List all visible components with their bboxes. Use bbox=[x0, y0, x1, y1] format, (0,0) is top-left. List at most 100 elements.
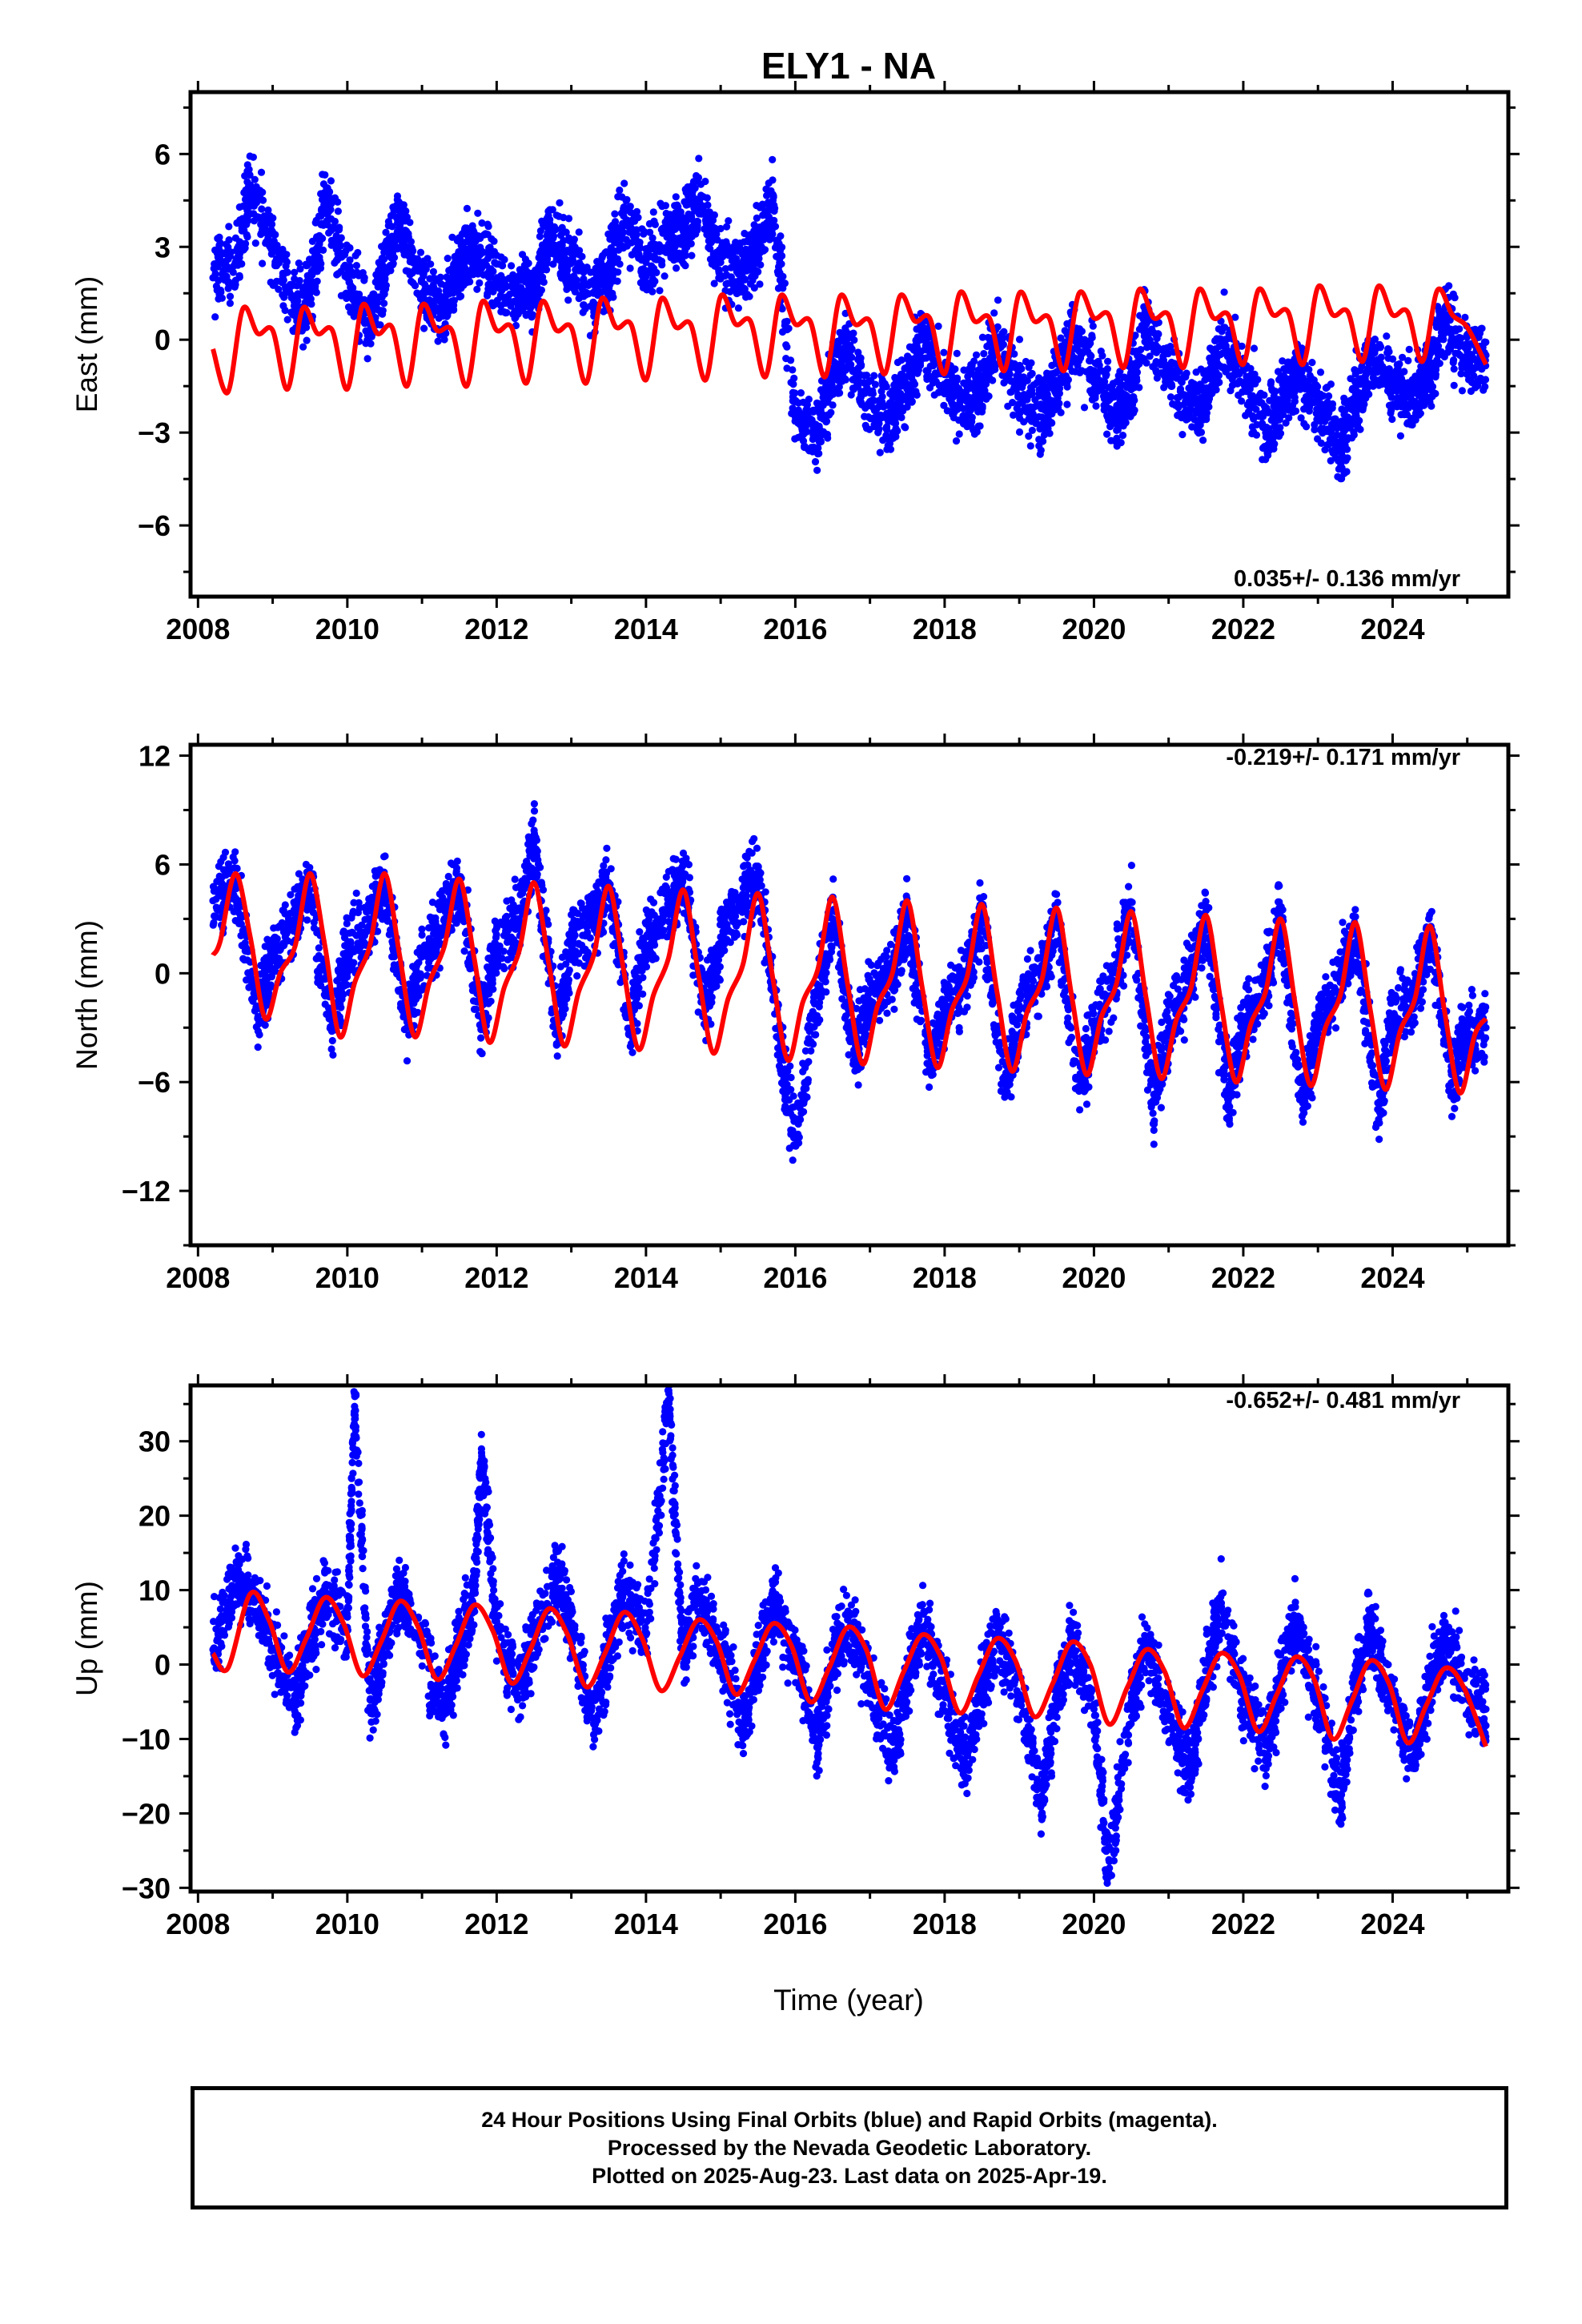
east-position-point bbox=[649, 269, 657, 277]
east-position-point bbox=[480, 271, 488, 279]
east-position-point bbox=[1174, 393, 1182, 401]
east-position-point bbox=[235, 203, 243, 211]
east-position-point bbox=[1015, 336, 1024, 344]
east-position-point bbox=[346, 243, 354, 252]
east-position-point bbox=[739, 283, 747, 292]
east-position-point bbox=[327, 177, 335, 185]
east-position-point bbox=[869, 396, 877, 404]
east-position-point bbox=[325, 229, 333, 237]
east-x-tick-label: 2020 bbox=[1062, 613, 1126, 645]
east-position-point bbox=[967, 360, 975, 369]
east-position-point bbox=[823, 430, 832, 439]
east-position-point bbox=[487, 272, 495, 280]
east-position-point bbox=[1357, 405, 1365, 413]
east-position-point bbox=[836, 328, 844, 336]
east-position-point bbox=[754, 240, 762, 248]
east-position-point bbox=[1193, 425, 1201, 433]
east-position-point bbox=[759, 229, 767, 237]
east-position-point bbox=[1250, 344, 1259, 352]
east-position-point bbox=[1399, 394, 1407, 402]
east-position-point bbox=[1279, 395, 1287, 403]
east-position-point bbox=[440, 336, 448, 344]
east-position-point bbox=[688, 223, 696, 231]
east-position-point bbox=[1297, 414, 1305, 422]
east-position-point bbox=[1401, 409, 1409, 417]
east-position-point bbox=[1227, 348, 1235, 356]
east-position-point bbox=[1054, 385, 1062, 393]
east-position-point bbox=[1355, 379, 1363, 387]
east-position-point bbox=[1037, 446, 1045, 454]
east-position-point bbox=[535, 267, 543, 275]
east-position-point bbox=[1187, 379, 1196, 387]
east-position-point bbox=[543, 259, 552, 267]
east-position-point bbox=[216, 239, 224, 247]
east-position-point bbox=[296, 265, 304, 273]
east-position-point bbox=[765, 179, 773, 187]
east-position-point bbox=[312, 234, 321, 242]
east-position-point bbox=[323, 183, 331, 192]
east-position-point bbox=[251, 185, 259, 193]
east-position-point bbox=[813, 466, 821, 474]
east-position-point bbox=[710, 211, 719, 219]
east-position-point bbox=[350, 309, 358, 317]
east-position-point bbox=[695, 155, 703, 163]
east-position-point bbox=[879, 382, 887, 390]
east-position-point bbox=[1101, 378, 1109, 386]
east-position-point bbox=[552, 225, 560, 234]
east-position-point bbox=[1039, 437, 1047, 445]
east-position-point bbox=[734, 304, 743, 312]
east-position-point bbox=[471, 255, 479, 263]
east-position-point bbox=[539, 273, 547, 281]
east-position-point bbox=[400, 236, 408, 244]
east-position-point bbox=[295, 259, 303, 267]
east-position-point bbox=[1063, 400, 1071, 408]
east-position-point bbox=[1114, 393, 1122, 401]
east-position-point bbox=[1340, 442, 1348, 450]
east-position-point bbox=[1392, 387, 1400, 395]
east-position-point bbox=[1192, 368, 1200, 376]
east-position-point bbox=[940, 348, 948, 356]
east-position-point bbox=[706, 219, 714, 227]
east-position-point bbox=[463, 204, 472, 212]
east-position-point bbox=[226, 300, 234, 308]
east-position-point bbox=[1247, 364, 1255, 372]
east-position-point bbox=[756, 202, 764, 210]
east-position-point bbox=[636, 244, 644, 252]
east-position-point bbox=[271, 281, 279, 289]
east-position-point bbox=[346, 256, 354, 264]
east-position-point bbox=[557, 251, 565, 259]
east-position-point bbox=[776, 255, 784, 263]
east-position-point bbox=[759, 211, 767, 219]
east-position-point bbox=[1396, 432, 1404, 440]
east-position-point bbox=[799, 430, 808, 439]
east-position-point bbox=[1146, 352, 1154, 360]
east-position-point bbox=[413, 255, 422, 263]
east-position-point bbox=[292, 305, 300, 313]
east-position-point bbox=[999, 340, 1007, 348]
east-position-point bbox=[355, 290, 363, 299]
east-position-point bbox=[1057, 375, 1065, 383]
east-position-point bbox=[642, 252, 651, 260]
east-position-point bbox=[822, 382, 830, 390]
east-position-point bbox=[757, 261, 765, 269]
east-y-tick-label: 3 bbox=[155, 231, 171, 263]
east-x-tick-label: 2024 bbox=[1360, 613, 1424, 645]
east-position-point bbox=[456, 233, 464, 242]
east-position-point bbox=[406, 258, 414, 266]
east-position-point bbox=[1250, 428, 1258, 436]
east-position-point bbox=[524, 259, 532, 267]
east-position-point bbox=[272, 255, 281, 263]
east-position-point bbox=[215, 233, 223, 241]
east-position-point bbox=[718, 239, 726, 247]
east-position-point bbox=[448, 297, 456, 305]
east-position-point bbox=[460, 262, 468, 270]
east-positions bbox=[209, 152, 1490, 483]
east-position-point bbox=[518, 251, 527, 259]
east-position-point bbox=[1118, 432, 1127, 440]
east-x-tick-label: 2014 bbox=[614, 613, 678, 645]
east-position-point bbox=[1113, 442, 1121, 450]
east-position-point bbox=[666, 211, 674, 219]
east-position-point bbox=[568, 283, 576, 292]
east-position-point bbox=[616, 186, 624, 195]
east-position-point bbox=[1467, 387, 1475, 396]
